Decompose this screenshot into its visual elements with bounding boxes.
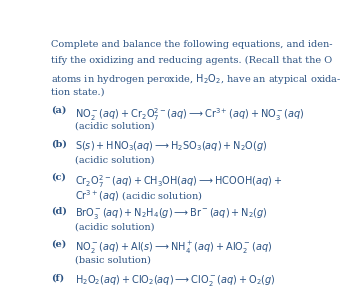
- Text: (basic solution): (basic solution): [75, 256, 151, 265]
- Text: (acidic solution): (acidic solution): [75, 155, 154, 164]
- Text: atoms in hydrogen peroxide, $\mathrm{H_2O_2}$, have an atypical oxida-: atoms in hydrogen peroxide, $\mathrm{H_2…: [51, 72, 342, 86]
- Text: $\mathrm{S(}$$\mathit{s}$$\mathrm{) + HNO_3(}$$\mathit{aq}$$\mathrm{) \longright: $\mathrm{S(}$$\mathit{s}$$\mathrm{) + HN…: [75, 139, 267, 153]
- Text: Complete and balance the following equations, and iden-: Complete and balance the following equat…: [51, 40, 333, 49]
- Text: (f): (f): [51, 273, 64, 282]
- Text: tify the oxidizing and reducing agents. (Recall that the O: tify the oxidizing and reducing agents. …: [51, 56, 332, 65]
- Text: (acidic solution): (acidic solution): [75, 222, 154, 231]
- Text: (d): (d): [51, 206, 67, 215]
- Text: $\mathrm{Cr^{3+}(}$$\mathit{aq}$$\mathrm{)}$ (acidic solution): $\mathrm{Cr^{3+}(}$$\mathit{aq}$$\mathrm…: [75, 189, 203, 204]
- Text: (acidic solution): (acidic solution): [75, 122, 154, 131]
- Text: $\mathrm{NO_2^-(}$$\mathit{aq}$$\mathrm{) + Cr_2O_7^{2-}(}$$\mathit{aq}$$\mathrm: $\mathrm{NO_2^-(}$$\mathit{aq}$$\mathrm{…: [75, 106, 304, 123]
- Text: (e): (e): [51, 240, 66, 249]
- Text: $\mathrm{Cr_2O_7^{2-}(}$$\mathit{aq}$$\mathrm{) + CH_3OH(}$$\mathit{aq}$$\mathrm: $\mathrm{Cr_2O_7^{2-}(}$$\mathit{aq}$$\m…: [75, 173, 282, 190]
- Text: (a): (a): [51, 106, 67, 115]
- Text: (c): (c): [51, 173, 66, 182]
- Text: tion state.): tion state.): [51, 88, 105, 96]
- Text: (b): (b): [51, 139, 67, 148]
- Text: $\mathrm{BrO_3^-(}$$\mathit{aq}$$\mathrm{) + N_2H_4(}$$\mathit{g}$$\mathrm{) \lo: $\mathrm{BrO_3^-(}$$\mathit{aq}$$\mathrm…: [75, 206, 268, 221]
- Text: $\mathrm{H_2O_2(}$$\mathit{aq}$$\mathrm{) + ClO_2(}$$\mathit{aq}$$\mathrm{) \lon: $\mathrm{H_2O_2(}$$\mathit{aq}$$\mathrm{…: [75, 273, 276, 286]
- Text: $\mathrm{NO_2^-(}$$\mathit{aq}$$\mathrm{) + Al(}$$\mathit{s}$$\mathrm{) \longrig: $\mathrm{NO_2^-(}$$\mathit{aq}$$\mathrm{…: [75, 240, 272, 256]
